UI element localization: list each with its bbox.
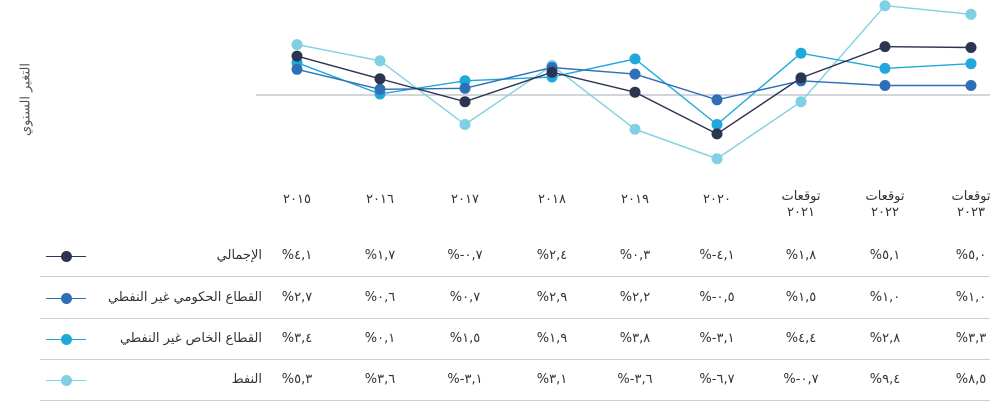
- data-point: [711, 128, 723, 140]
- data-point: [374, 73, 386, 85]
- data-point: [879, 41, 891, 53]
- x-tick-label: ٢٠١٥: [283, 192, 311, 207]
- table-cell: %٩,٤: [869, 372, 901, 387]
- table-cell: %٢,٤: [536, 248, 568, 263]
- table-cell: %٣,٤: [281, 331, 313, 346]
- data-point: [291, 50, 303, 62]
- series-name: النفط: [231, 372, 262, 387]
- row-divider: [40, 276, 990, 277]
- line-chart: [256, 0, 990, 165]
- table-cell: %٠,٣: [619, 248, 651, 263]
- table-row: الإجمالي %٤,١ %١,٧ %-٠,٧ %٢,٤ %٠,٣ %-٤,١ %١,٨ %٥…: [40, 237, 990, 277]
- table-cell: %٥,٠: [955, 248, 987, 263]
- legend-marker: [46, 334, 86, 345]
- data-point: [879, 62, 891, 74]
- table-cell: %٥,٣: [281, 372, 313, 387]
- x-tick-label: ٢٠١٧: [451, 192, 479, 207]
- legend-marker: [46, 375, 86, 386]
- data-point: [965, 42, 977, 53]
- legend-marker: [46, 251, 86, 262]
- data-point: [711, 119, 723, 130]
- table-cell: %-٠,٥: [699, 290, 735, 305]
- table-cell: %١,٨: [785, 248, 817, 263]
- table-cell: %-٣,١: [699, 331, 735, 346]
- table-cell: %-٦,٧: [699, 372, 735, 387]
- series-name: القطاع الحكومي غير النفطي: [107, 290, 262, 305]
- data-point: [629, 86, 641, 98]
- table-cell: %٢,٧: [281, 290, 313, 305]
- x-tick-label: ٢٠١٨: [538, 192, 566, 207]
- x-tick-label: توقعات ٢٠٢٢: [865, 189, 905, 220]
- data-point: [879, 80, 891, 91]
- series-name: القطاع الخاص غير النفطي: [119, 331, 262, 346]
- table-cell: %٣,٨: [619, 331, 651, 346]
- table-cell: %٢,٨: [869, 331, 901, 346]
- legend-marker: [46, 293, 86, 304]
- data-point: [374, 55, 386, 67]
- table-cell: %١,٥: [785, 290, 817, 305]
- table-row: القطاع الحكومي غير النفطي %٢,٧ %٠,٦ %٠,٧ %٢,…: [40, 279, 990, 319]
- data-point: [546, 66, 558, 78]
- table-cell: %١,٧: [364, 248, 396, 263]
- table-row: النفط %٥,٣ %٣,٦ %-٣,١ %٣,١ %-٣,٦ %-٦,٧ %-٠,٧ %٩,…: [40, 361, 990, 401]
- data-point: [711, 153, 723, 165]
- table-cell: %١,٥: [449, 331, 481, 346]
- series-1: [291, 62, 977, 106]
- series-0: [291, 41, 977, 140]
- row-divider: [40, 359, 990, 360]
- table-cell: %-٠,٧: [447, 248, 483, 263]
- data-point: [965, 8, 977, 20]
- table-cell: %٣,٦: [364, 372, 396, 387]
- data-point: [374, 83, 386, 95]
- table-cell: %٠,١: [364, 331, 396, 346]
- series-3: [291, 0, 977, 165]
- data-point: [629, 123, 641, 135]
- table-cell: %١,٠: [869, 290, 901, 305]
- table-cell: %٣,١: [536, 372, 568, 387]
- data-point: [629, 53, 641, 65]
- data-point: [965, 80, 977, 91]
- table-cell: %٢,٢: [619, 290, 651, 305]
- x-tick-label: ٢٠١٦: [366, 192, 394, 207]
- row-divider: [40, 318, 990, 319]
- table-cell: %٣,٣: [955, 331, 987, 346]
- data-point: [291, 39, 303, 51]
- data-point: [459, 96, 471, 108]
- data-point: [629, 68, 641, 80]
- data-point: [459, 82, 471, 94]
- x-tick-label: ٢٠١٩: [621, 192, 649, 207]
- data-point: [711, 94, 723, 106]
- table-cell: %١,٠: [955, 290, 987, 305]
- table-cell: %-٠,٧: [783, 372, 819, 387]
- x-tick-label: توقعات ٢٠٢١: [781, 189, 821, 220]
- series-name: الإجمالي: [216, 248, 262, 263]
- data-point: [795, 72, 807, 84]
- data-point: [291, 63, 303, 75]
- series-line: [296, 4, 972, 160]
- table-row: القطاع الخاص غير النفطي %٣,٤ %٠,١ %١,٥ %١,٩%…: [40, 320, 990, 360]
- table-cell: %١,٩: [536, 331, 568, 346]
- data-point: [795, 96, 807, 108]
- table-cell: %٤,٤: [785, 331, 817, 346]
- data-point: [459, 119, 471, 130]
- table-cell: %-٣,٦: [617, 372, 653, 387]
- data-point: [879, 0, 891, 12]
- table-cell: %٤,١: [281, 248, 313, 263]
- table-cell: %٠,٧: [449, 290, 481, 305]
- data-point: [965, 58, 977, 70]
- table-cell: %٢,٩: [536, 290, 568, 305]
- table-cell: %٨,٥: [955, 372, 987, 387]
- table-cell: %-٣,١: [447, 372, 483, 387]
- x-tick-label: ٢٠٢٠: [703, 192, 731, 207]
- data-point: [795, 47, 807, 59]
- table-cell: %٠,٦: [364, 290, 396, 305]
- x-tick-label: توقعات ٢٠٢٣: [951, 189, 991, 220]
- table-cell: %-٤,١: [699, 248, 735, 263]
- table-cell: %٥,١: [869, 248, 901, 263]
